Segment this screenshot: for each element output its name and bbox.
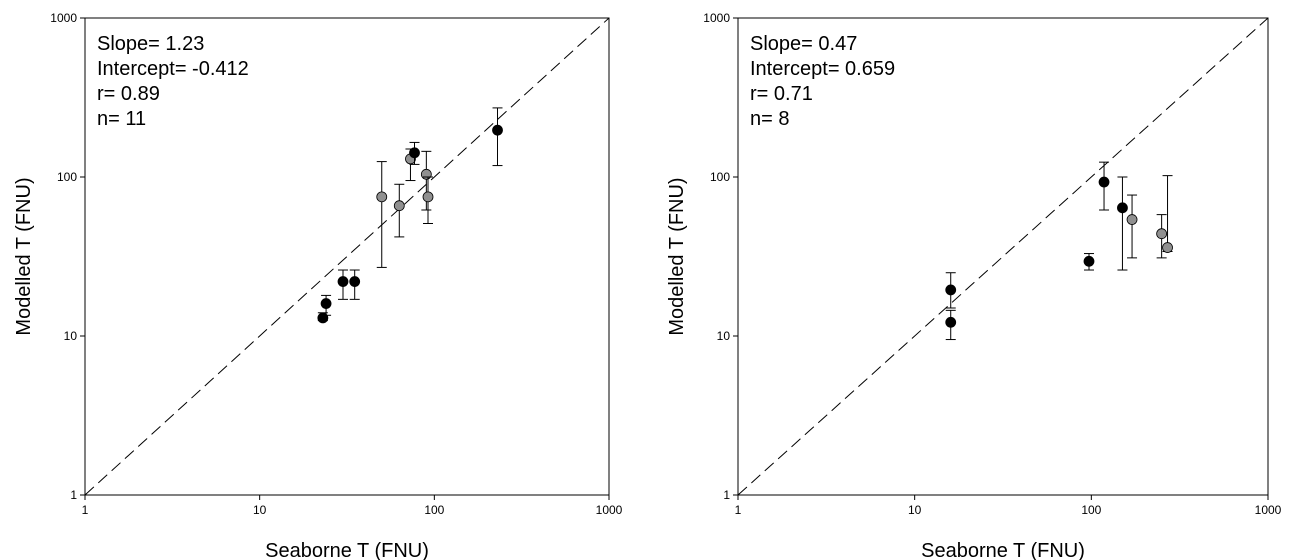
data-point-black (945, 316, 957, 328)
y-tick-label: 10 (64, 329, 78, 343)
data-point-black (409, 147, 420, 159)
stat-annotation: Slope= 0.47 (750, 33, 857, 55)
stat-annotation: r= 0.71 (750, 83, 813, 105)
data-point-black (1083, 255, 1095, 267)
y-tick-label: 1000 (50, 11, 77, 25)
data-point-grey (1156, 228, 1168, 240)
stat-annotation: Slope= 1.23 (97, 33, 204, 55)
data-point-black (1098, 176, 1110, 188)
x-tick-label: 10 (908, 503, 922, 517)
x-tick-label: 1000 (596, 503, 623, 517)
data-point-black (349, 276, 361, 287)
x-tick-label: 1000 (1255, 503, 1282, 517)
y-tick-label: 1 (723, 488, 730, 502)
x-tick-label: 10 (253, 503, 267, 517)
one-to-one-line (737, 17, 1269, 496)
y-axis-title: Modelled T (FNU) (666, 177, 688, 335)
data-point-grey (1126, 214, 1138, 225)
plot-area-frame (84, 17, 610, 496)
data-point-black (945, 284, 957, 296)
chart-panel-1: 1 10 100 1000 1 10 100 1000 Seaborne T (FNU) Mode… (13, 11, 623, 560)
x-tick-label: 1 (735, 503, 742, 517)
y-tick-label: 10 (717, 329, 731, 343)
stat-annotation: n= 11 (97, 108, 146, 130)
data-point-black (1117, 202, 1128, 214)
stat-annotation: Intercept= -0.412 (97, 58, 249, 80)
stat-annotation: Intercept= 0.659 (750, 58, 895, 80)
stat-annotation: r= 0.89 (97, 83, 160, 105)
data-point-black (337, 276, 349, 287)
data-point-grey (1162, 242, 1173, 253)
stat-annotation: n= 8 (750, 108, 789, 130)
data-point-grey (393, 200, 405, 212)
y-tick-label: 1000 (703, 11, 730, 25)
y-tick-label: 100 (57, 170, 77, 184)
data-point-black (492, 124, 503, 136)
y-tick-label: 1 (70, 488, 77, 502)
x-tick-label: 100 (424, 503, 444, 517)
data-point-grey (422, 191, 434, 203)
x-tick-label: 100 (1081, 503, 1101, 517)
one-to-one-line (84, 17, 610, 496)
x-tick-label: 1 (82, 503, 89, 517)
chart-panel-2: 1 10 100 1000 1 10 100 1000 Seaborne T (FNU) Mode… (666, 11, 1282, 560)
y-tick-label: 100 (710, 170, 730, 184)
data-point-grey (420, 168, 432, 180)
x-axis-title: Seaborne T (FNU) (265, 540, 429, 560)
y-axis-title: Modelled T (FNU) (13, 177, 35, 335)
plot-area-frame (737, 17, 1269, 496)
x-axis-title: Seaborne T (FNU) (921, 540, 1085, 560)
data-point-grey (376, 191, 388, 203)
data-point-black (320, 298, 332, 309)
